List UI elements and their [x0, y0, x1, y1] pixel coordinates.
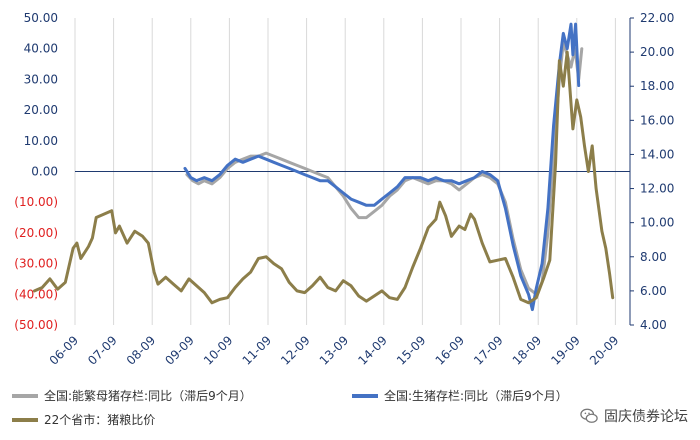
legend-label: 22个省市：猪粮比价	[44, 412, 155, 427]
left-y-tick-label: 50.00	[24, 11, 58, 25]
x-tick-label: 15-09	[394, 333, 429, 368]
right-y-tick-label: 20.00	[640, 45, 674, 59]
right-y-tick-label: 4.00	[640, 318, 667, 332]
left-y-tick-label: 40.00	[24, 42, 58, 56]
series-line-sows	[185, 41, 584, 296]
x-tick-label: 11-09	[240, 333, 275, 368]
x-tick-label: 17-09	[471, 333, 506, 368]
series-line-hogs	[183, 22, 581, 312]
left-y-tick-label: (40.00)	[14, 287, 58, 301]
left-y-tick-label: 10.00	[24, 134, 58, 148]
left-y-tick-label: (20.00)	[14, 226, 58, 240]
x-tick-label: 19-09	[548, 333, 583, 368]
right-y-tick-label: 14.00	[640, 147, 674, 161]
left-y-tick-label: (50.00)	[14, 318, 58, 332]
right-y-tick-label: 8.00	[640, 250, 667, 264]
x-tick-label: 12-09	[278, 333, 313, 368]
x-tick-label: 20-09	[587, 333, 622, 368]
series-line-pig-grain-ratio	[33, 50, 615, 305]
x-tick-label: 13-09	[317, 333, 352, 368]
right-y-tick-label: 10.00	[640, 216, 674, 230]
x-tick-label: 14-09	[355, 333, 390, 368]
x-tick-label: 16-09	[433, 333, 468, 368]
right-y-tick-label: 18.00	[640, 79, 674, 93]
right-y-tick-label: 12.00	[640, 182, 674, 196]
x-tick-label: 18-09	[510, 333, 545, 368]
wechat-icon	[580, 408, 598, 423]
left-y-tick-label: 20.00	[24, 103, 58, 117]
left-y-tick-label: (30.00)	[14, 257, 58, 271]
right-y-tick-label: 6.00	[640, 284, 667, 298]
x-tick-label: 06-09	[47, 333, 82, 368]
left-y-tick-label: (10.00)	[14, 195, 58, 209]
legend-label: 全国:生猪存栏:同比（滞后9个月）	[384, 388, 568, 403]
left-y-tick-label: 30.00	[24, 72, 58, 86]
x-tick-label: 07-09	[85, 333, 120, 368]
watermark: 固庆债券论坛	[580, 406, 688, 426]
right-y-tick-label: 16.00	[640, 113, 674, 127]
x-tick-label: 08-09	[124, 333, 159, 368]
x-tick-label: 10-09	[201, 333, 236, 368]
left-y-tick-label: 0.00	[31, 165, 58, 179]
right-y-tick-label: 22.00	[640, 11, 674, 25]
x-tick-label: 09-09	[162, 333, 197, 368]
watermark-text: 固庆债券论坛	[604, 409, 688, 425]
legend-label: 全国:能繁母猪存栏:同比（滞后9个月）	[44, 388, 252, 403]
